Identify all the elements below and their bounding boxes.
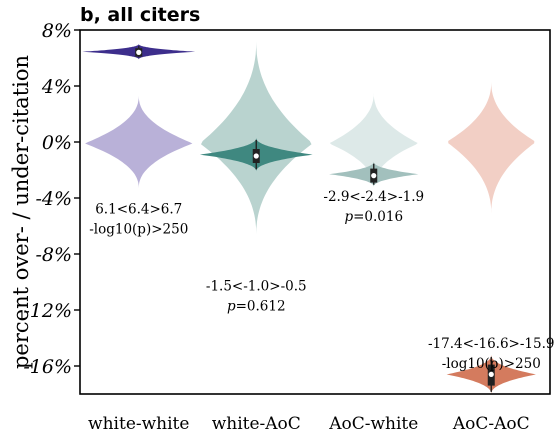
y-tick-label: -4% — [35, 188, 72, 210]
p-value-annotation: -log10(p)>250 — [89, 221, 188, 237]
y-tick-label: 0% — [42, 132, 72, 154]
stat-annotation: -1.5<-1.0>-0.5 — [206, 278, 307, 294]
null-violin — [329, 93, 418, 187]
y-tick-label: -16% — [23, 356, 72, 378]
stat-annotation: -17.4<-16.6>-15.9 — [428, 336, 554, 352]
null-violin — [448, 81, 535, 214]
null-violin — [85, 95, 193, 189]
x-tick-labels: white-white white-AoC AoC-white AoC-AoC — [88, 414, 530, 434]
null-violin — [201, 41, 312, 235]
x-category-label: AoC-white — [328, 414, 418, 434]
stat-annotation: -2.9<-2.4>-1.9 — [323, 189, 424, 205]
x-category-label: AoC-AoC — [452, 414, 530, 434]
y-tick-label: -12% — [23, 300, 72, 322]
p-value-annotation: p=0.612 — [227, 298, 286, 314]
y-tick-label: 4% — [41, 76, 72, 98]
y-ticks: 8% 4% 0% -4% -8% -12% -16% — [23, 20, 80, 378]
y-tick-label: 8% — [42, 20, 72, 42]
median-marker — [253, 153, 259, 159]
median-marker — [488, 371, 494, 377]
stat-annotation: 6.1<6.4>6.7 — [95, 201, 182, 217]
y-axis-label: percent over- / under-citation — [9, 55, 33, 369]
y-tick-label: -8% — [35, 244, 72, 266]
x-category-label: white-white — [88, 414, 189, 434]
violins-layer — [82, 41, 536, 394]
annotations-layer: 6.1<6.4>6.7 -log10(p)>250 -1.5<-1.0>-0.5 p=… — [89, 189, 554, 372]
median-marker — [136, 49, 142, 56]
median-marker — [371, 173, 377, 179]
panel-title: b, all citers — [80, 4, 200, 26]
p-value-annotation: p=0.016 — [344, 209, 403, 225]
plot-frame — [79, 29, 551, 395]
p-value-annotation: -log10(p)>250 — [442, 356, 541, 372]
x-category-label: white-AoC — [212, 414, 301, 434]
